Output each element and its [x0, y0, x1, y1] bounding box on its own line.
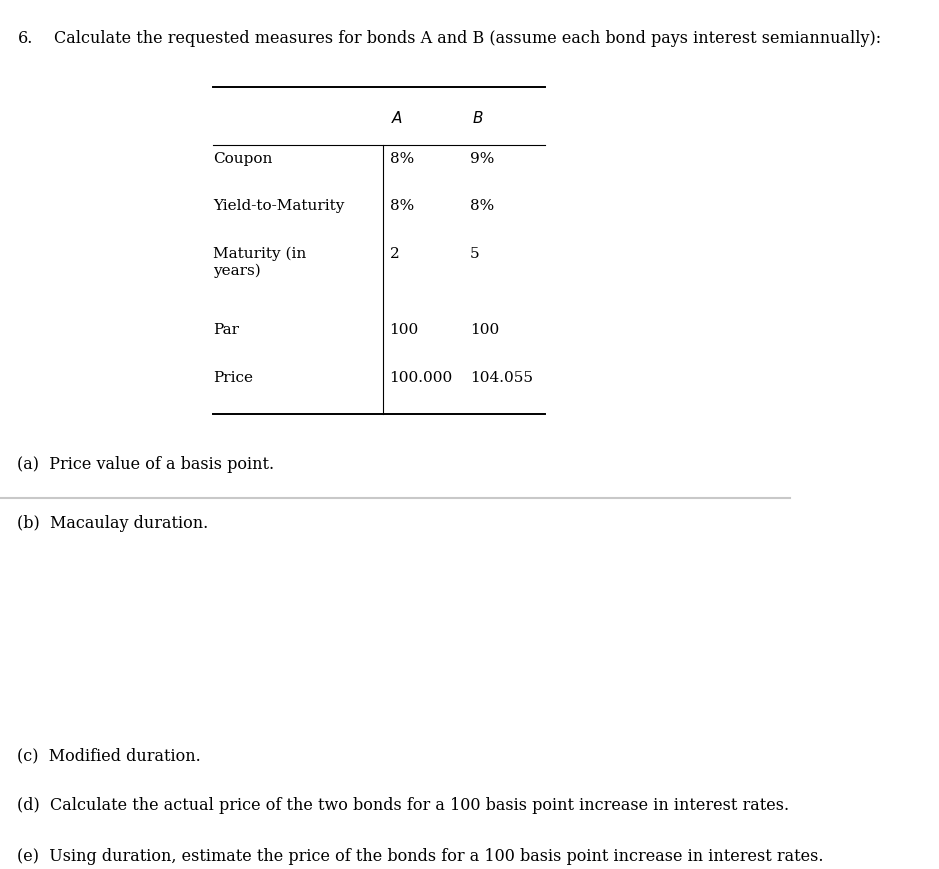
- Text: Yield-to-Maturity: Yield-to-Maturity: [213, 199, 345, 214]
- Text: Coupon: Coupon: [213, 152, 272, 166]
- Text: 5: 5: [470, 247, 480, 261]
- Text: 100: 100: [470, 323, 500, 337]
- Text: 8%: 8%: [390, 152, 414, 166]
- Text: (b)  Macaulay duration.: (b) Macaulay duration.: [18, 514, 208, 532]
- Text: (e)  Using duration, estimate the price of the bonds for a 100 basis point incre: (e) Using duration, estimate the price o…: [18, 847, 824, 865]
- Text: Price: Price: [213, 371, 254, 385]
- Text: (c)  Modified duration.: (c) Modified duration.: [18, 747, 201, 764]
- Text: 8%: 8%: [470, 199, 494, 214]
- Text: (d)  Calculate the actual price of the two bonds for a 100 basis point increase : (d) Calculate the actual price of the tw…: [18, 798, 790, 814]
- Text: $\mathit{A}$: $\mathit{A}$: [392, 110, 404, 126]
- Text: 6.: 6.: [18, 30, 33, 47]
- Text: $\mathit{B}$: $\mathit{B}$: [471, 110, 484, 126]
- Text: 104.055: 104.055: [470, 371, 533, 385]
- Text: Maturity (in
years): Maturity (in years): [213, 247, 306, 278]
- Text: Calculate the requested measures for bonds A and B (assume each bond pays intere: Calculate the requested measures for bon…: [54, 30, 881, 47]
- Text: 100.000: 100.000: [390, 371, 453, 385]
- Text: 9%: 9%: [470, 152, 495, 166]
- Text: (a)  Price value of a basis point.: (a) Price value of a basis point.: [18, 456, 274, 473]
- Text: 8%: 8%: [390, 199, 414, 214]
- Text: 100: 100: [390, 323, 419, 337]
- Text: 2: 2: [390, 247, 399, 261]
- Text: Par: Par: [213, 323, 239, 337]
